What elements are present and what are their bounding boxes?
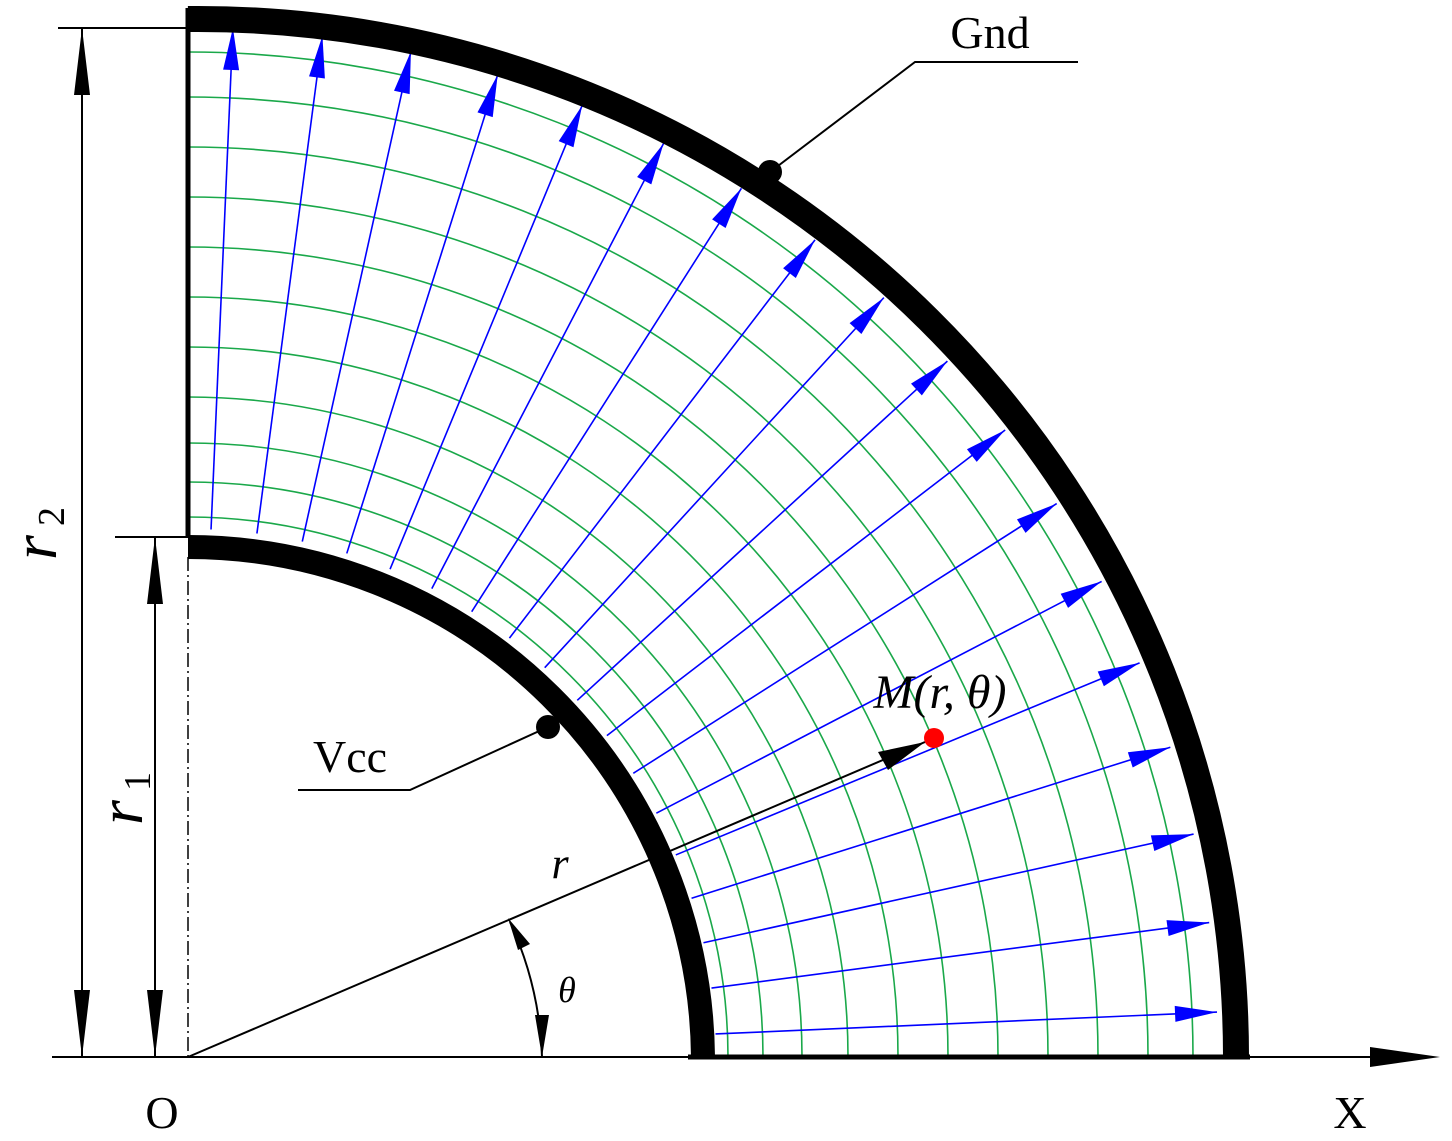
field-arrow bbox=[849, 297, 884, 334]
field-arrow bbox=[1060, 581, 1102, 608]
r1-symbol: r bbox=[85, 799, 156, 825]
equipotential-arc bbox=[187, 346, 899, 1058]
equipotential-arc bbox=[187, 296, 949, 1058]
field-arrow bbox=[309, 35, 325, 79]
field-arrow bbox=[637, 143, 664, 185]
equipotential-arc bbox=[187, 146, 1099, 1058]
field-arrow bbox=[394, 51, 411, 95]
field-line bbox=[715, 1011, 1218, 1035]
field-line bbox=[544, 297, 885, 669]
field-arrow bbox=[223, 27, 240, 71]
field-arrow bbox=[1016, 503, 1057, 533]
field-line bbox=[210, 27, 234, 530]
field-line bbox=[471, 187, 743, 613]
field-line bbox=[606, 429, 1006, 737]
outer-electrode bbox=[187, 5, 1249, 1058]
field-arrow bbox=[1166, 920, 1210, 936]
field-arrow bbox=[1127, 747, 1171, 768]
field-line bbox=[576, 360, 948, 701]
field-line bbox=[389, 105, 583, 570]
x-axis-label: X bbox=[1333, 1087, 1366, 1138]
vcc-leader bbox=[298, 726, 549, 791]
field-line bbox=[256, 35, 324, 534]
equipotential-arc bbox=[187, 196, 1049, 1058]
equipotential-arc bbox=[187, 51, 1194, 1058]
equipotential-arc bbox=[187, 481, 764, 1058]
r1-subscript: 1 bbox=[117, 772, 159, 791]
field-arrow bbox=[477, 74, 498, 118]
field-arrow bbox=[1150, 834, 1194, 851]
field-arrow bbox=[911, 361, 948, 396]
field-line bbox=[691, 746, 1171, 899]
field-arrow bbox=[558, 105, 583, 148]
equipotential-arc bbox=[187, 442, 803, 1058]
r1-label: r 1 bbox=[85, 772, 159, 825]
point-label: M(r, θ) bbox=[873, 666, 1007, 719]
angle-arrows bbox=[508, 918, 549, 1057]
gnd-leader bbox=[769, 61, 1078, 173]
equipotential-arc bbox=[187, 246, 999, 1058]
field-arrow bbox=[966, 429, 1006, 462]
field-arrow bbox=[783, 239, 816, 279]
equipotential-arc bbox=[187, 96, 1149, 1058]
field-line bbox=[703, 833, 1194, 944]
field-line bbox=[655, 580, 1102, 814]
radius-vector bbox=[187, 741, 926, 1058]
inner-electrode bbox=[187, 535, 715, 1058]
field-lines bbox=[187, 27, 1218, 1058]
field-line bbox=[632, 502, 1058, 774]
gnd-label: Gnd bbox=[950, 7, 1029, 58]
point-m bbox=[924, 728, 944, 748]
r2-symbol: r bbox=[0, 534, 70, 560]
field-line bbox=[431, 143, 665, 590]
field-arrow bbox=[1174, 1005, 1218, 1022]
field-line bbox=[508, 239, 816, 639]
equipotential-arc bbox=[187, 516, 729, 1058]
radius-arrow bbox=[878, 742, 925, 770]
r2-label: r 2 bbox=[0, 507, 73, 560]
field-line bbox=[675, 662, 1140, 856]
field-line bbox=[346, 74, 499, 554]
angle-label: θ bbox=[558, 970, 576, 1010]
field-arrow bbox=[1097, 662, 1140, 687]
field-line bbox=[711, 921, 1210, 989]
r2-subscript: 2 bbox=[31, 507, 73, 526]
equipotential-arc bbox=[187, 396, 849, 1058]
radius-label: r bbox=[551, 839, 569, 888]
origin-label: O bbox=[145, 1087, 178, 1138]
vcc-label: Vcc bbox=[313, 731, 387, 782]
field-line bbox=[301, 51, 412, 542]
x-arrow bbox=[1370, 1047, 1440, 1067]
field-arrow bbox=[712, 188, 742, 229]
